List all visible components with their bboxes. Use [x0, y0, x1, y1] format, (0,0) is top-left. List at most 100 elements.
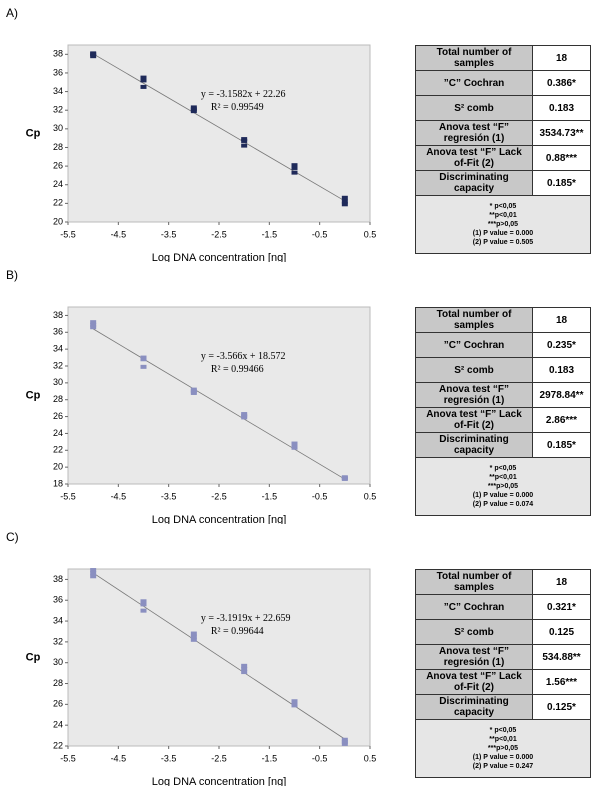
data-point: [140, 78, 147, 83]
x-tick-label: -1.5: [262, 491, 278, 501]
y-tick-label: 34: [53, 344, 63, 354]
row-value: 3534.73**: [532, 120, 591, 146]
y-tick-label: 28: [53, 394, 63, 404]
data-point: [341, 739, 348, 744]
row-value: 534.88**: [532, 644, 591, 670]
table-row: Discriminating capacity 0.125*: [415, 694, 591, 720]
data-point: [140, 355, 147, 360]
note: (2) P value = 0.247: [472, 763, 534, 770]
row-label: Anova test “F” regresión (1): [415, 382, 533, 408]
data-point: [291, 170, 298, 175]
fit-equation: y = -3.1582x + 22.26: [201, 89, 286, 100]
trendline: [92, 572, 346, 740]
table-row: Anova test “F” Lack of-Fit (2) 1.56***: [415, 669, 591, 695]
y-tick-label: 30: [53, 123, 63, 133]
note: **p<0,01: [489, 212, 517, 219]
panel: B) 18 20 22 24 26 28 30 32 34 36 38 -5.5 -4.5 -3.5 -2.5…: [0, 262, 601, 524]
table-row: Anova test “F” regresión (1) 3534.73**: [415, 120, 591, 146]
fit-r2: R² = 0.99644: [211, 626, 264, 637]
note: (1) P value = 0.000: [472, 230, 534, 237]
y-tick-label: 38: [53, 310, 63, 320]
data-point: [341, 475, 348, 480]
notes-row: * p<0,05 **p<0,01 ***p>0,05 (1) P value = 0…: [415, 457, 591, 516]
x-tick-label: -4.5: [111, 753, 127, 763]
data-point: [190, 631, 197, 636]
y-tick-label: 28: [53, 678, 63, 688]
plot-area: [67, 306, 371, 485]
row-value: 18: [532, 307, 591, 333]
note: **p<0,01: [489, 736, 517, 743]
data-point: [241, 663, 248, 668]
notes-cell: * p<0,05 **p<0,01 ***p>0,05 (1) P value = 0…: [415, 195, 591, 254]
data-point: [341, 195, 348, 200]
table-row: S² comb 0.183: [415, 357, 591, 383]
x-tick-label: -3.5: [161, 229, 177, 239]
row-value: 0.125: [532, 619, 591, 645]
row-value: 18: [532, 569, 591, 595]
row-label: ”C” Cochran: [415, 70, 533, 96]
row-label: Anova test “F” Lack of-Fit (2): [415, 407, 533, 433]
data-point: [291, 445, 298, 450]
fit-r2: R² = 0.99549: [211, 102, 264, 113]
x-tick-label: -2.5: [211, 491, 227, 501]
row-label: S² comb: [415, 619, 533, 645]
data-point: [140, 602, 147, 607]
note: * p<0,05: [489, 203, 517, 210]
x-axis-label: Log DNA concentration [ng]: [152, 514, 287, 524]
table-row: Anova test “F” regresión (1) 2978.84**: [415, 382, 591, 408]
x-tick-label: 0.5: [364, 229, 377, 239]
row-value: 1.56***: [532, 669, 591, 695]
y-tick-label: 20: [53, 462, 63, 472]
table-row: Total number of samples 18: [415, 307, 591, 333]
table-row: Anova test “F” regresión (1) 534.88**: [415, 644, 591, 670]
x-tick-label: 0.5: [364, 753, 377, 763]
row-value: 0.235*: [532, 332, 591, 358]
row-value: 0.183: [532, 95, 591, 121]
data-point: [341, 737, 348, 742]
note: * p<0,05: [489, 465, 517, 472]
y-tick-label: 38: [53, 49, 63, 59]
note: (2) P value = 0.505: [472, 239, 534, 246]
y-tick-label: 34: [53, 86, 63, 96]
notes-row: * p<0,05 **p<0,01 ***p>0,05 (1) P value = 0…: [415, 195, 591, 254]
note: (2) P value = 0.074: [472, 501, 534, 508]
y-axis-label: Cp: [26, 127, 41, 139]
row-label: Total number of samples: [415, 45, 533, 71]
note: **p<0,01: [489, 474, 517, 481]
data-point: [140, 608, 147, 613]
fit-equation: y = -3.1919x + 22.659: [201, 613, 291, 624]
row-value: 0.386*: [532, 70, 591, 96]
panel-label: B): [6, 268, 18, 282]
table-row: S² comb 0.183: [415, 95, 591, 121]
row-value: 18: [532, 45, 591, 71]
notes-cell: * p<0,05 **p<0,01 ***p>0,05 (1) P value = 0…: [415, 719, 591, 778]
stats-table: Total number of samples 18 ”C” Cochran 0.23…: [415, 307, 591, 516]
row-value: 0.321*: [532, 594, 591, 620]
y-tick-label: 18: [53, 478, 63, 488]
data-point: [291, 165, 298, 170]
y-tick-label: 22: [53, 198, 63, 208]
data-point: [90, 568, 97, 573]
stats-table: Total number of samples 18 ”C” Cochran 0.38…: [415, 45, 591, 254]
y-tick-label: 24: [53, 428, 63, 438]
x-tick-label: -3.5: [161, 753, 177, 763]
note: ***p>0,05: [487, 483, 519, 490]
data-point: [140, 364, 147, 369]
row-label: Anova test “F” Lack of-Fit (2): [415, 669, 533, 695]
row-value: 2978.84**: [532, 382, 591, 408]
data-point: [291, 701, 298, 706]
row-label: Discriminating capacity: [415, 170, 533, 196]
table-row: Discriminating capacity 0.185*: [415, 170, 591, 196]
x-tick-label: -2.5: [211, 753, 227, 763]
data-point: [341, 202, 348, 207]
row-label: Anova test “F” Lack of-Fit (2): [415, 145, 533, 171]
panel: C) 22 24 26 28 30 32 34 36 38 -5.5 -4.5 -3.5 -2.5 -1.5…: [0, 524, 601, 786]
table-row: S² comb 0.125: [415, 619, 591, 645]
data-point: [90, 325, 97, 330]
data-point: [341, 741, 348, 746]
data-point: [241, 143, 248, 148]
y-tick-label: 24: [53, 179, 63, 189]
note: ***p>0,05: [487, 745, 519, 752]
row-label: Anova test “F” regresión (1): [415, 644, 533, 670]
data-point: [291, 163, 298, 168]
